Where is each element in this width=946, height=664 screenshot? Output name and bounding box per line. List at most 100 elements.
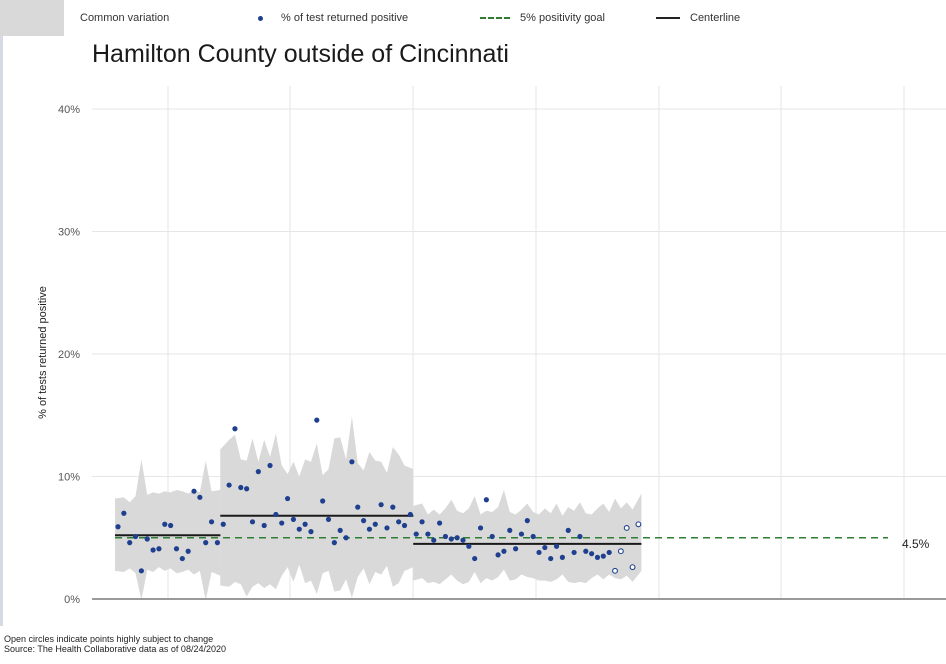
data-point [518,531,525,537]
data-point [594,554,601,560]
data-point [197,494,203,500]
data-point [232,426,238,432]
data-point [571,549,577,556]
data-point [115,524,121,530]
data-point [132,533,139,540]
data-point [226,482,232,488]
data-point [191,488,197,494]
data-point [238,484,244,491]
data-point [460,537,466,543]
data-point [477,525,484,531]
data-point [390,504,396,510]
data-point [349,459,355,465]
data-point [419,519,425,525]
data-point [495,552,501,558]
data-point [302,521,308,527]
open-data-point [629,564,636,571]
legend-label-common-variation: Common variation [80,12,170,24]
open-data-point [635,521,642,528]
data-point [437,520,443,526]
chart-footer: Open circles indicate points highly subj… [4,634,226,654]
data-point [168,522,174,529]
data-point [600,553,606,559]
data-point [127,540,133,546]
data-point [501,548,507,554]
y-tick-label: 10% [58,472,80,484]
data-point [331,540,337,546]
legend-label-goal: 5% positivity goal [520,12,605,24]
centerlines [115,514,642,545]
data-point [290,516,297,522]
data-point [314,417,320,423]
legend-label-centerline: Centerline [690,12,741,24]
footer-note: Open circles indicate points highly subj… [4,634,214,644]
data-point [378,502,384,508]
data-point [343,535,349,541]
data-point [483,497,489,503]
data-point [261,522,267,529]
data-point [553,543,560,549]
data-point [401,522,408,529]
data-point [407,511,413,518]
legend-label-positive-points: % of test returned positive [281,12,409,24]
legend-dash-swatch [480,17,510,19]
data-point [337,527,343,534]
data-point [577,533,583,540]
data-point [203,540,209,546]
variation-bands [115,416,642,601]
data-point [583,548,589,554]
data-point [121,510,127,516]
data-point [320,498,326,504]
data-point [214,540,221,546]
open-data-point [617,548,624,555]
variation-band [220,416,414,598]
data-point [273,511,279,518]
data-point [144,536,150,542]
legend-item-common-variation: Common variation [0,0,169,36]
data-point [396,519,402,525]
data-point [454,535,460,541]
data-point [185,548,191,554]
data-point [255,469,261,475]
y-tick-label: 0% [64,594,80,606]
legend-item-positive-points: % of test returned positive [258,0,408,36]
y-axis-label: % of tests returned positive [37,286,49,419]
data-point [489,533,495,540]
legend-item-goal: 5% positivity goal [480,0,605,36]
data-point [156,546,162,552]
data-point [179,555,185,562]
data-point [448,536,454,542]
data-point [606,549,612,556]
data-point [507,527,513,534]
data-point [524,518,530,524]
y-axis-ticks: 0% 10% 20% 30% 40% [58,104,80,606]
data-point [530,533,536,540]
data-point [208,519,215,525]
data-point [279,520,285,526]
window-left-edge [0,36,3,626]
data-point [162,521,168,527]
data-point [366,526,373,532]
legend: Common variation % of test returned posi… [0,0,946,36]
data-point [565,527,571,534]
legend-solid-swatch [656,17,680,19]
chart-title: Hamilton County outside of Cincinnati [92,40,509,68]
data-point [425,531,431,537]
data-point [548,555,554,562]
data-point [542,544,548,551]
data-point [536,549,542,556]
data-point [150,547,156,553]
data-point [589,551,595,557]
footer-source: Source: The Health Collaborative data as… [4,644,226,654]
legend-dot-swatch [258,15,263,21]
data-point [249,519,256,525]
data-point [360,518,367,524]
data-point [384,525,390,531]
data-point [466,543,472,549]
y-tick-label: 20% [58,349,80,361]
y-tick-label: 30% [58,227,80,239]
data-point [372,521,378,527]
data-point [325,516,332,522]
data-point [173,546,180,552]
